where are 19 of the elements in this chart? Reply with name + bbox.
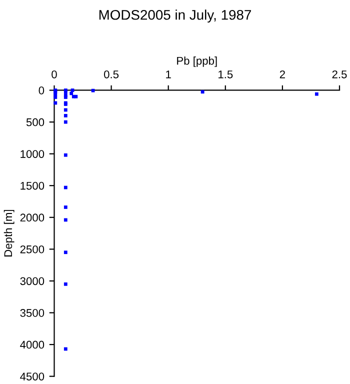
y-tick-label: 4500	[20, 372, 44, 380]
y-tick-label: 3500	[20, 309, 44, 317]
y-tick-label: 3000	[20, 277, 44, 286]
y-axis-title: Depth [m]	[4, 210, 14, 256]
x-tick-label: 2	[280, 70, 285, 78]
y-tick-label: 500	[26, 118, 44, 126]
x-tick-label: 1.5	[218, 70, 233, 78]
x-tick-label: 0.5	[104, 70, 119, 78]
x-axis-title: Pb [ppb]	[177, 56, 217, 67]
y-tick-label: 0	[38, 86, 44, 94]
y-tick-label: 1500	[20, 182, 44, 190]
x-tick-label: 1	[166, 70, 171, 78]
x-tick-label: 2.5	[332, 70, 347, 78]
y-tick-label: 2500	[20, 245, 44, 254]
y-tick-label: 4000	[20, 340, 44, 349]
chart-title: MODS2005 in July, 1987	[99, 10, 251, 23]
y-tick-label: 2000	[20, 214, 44, 222]
y-tick-label: 1000	[20, 150, 44, 158]
x-tick-label: 0	[52, 70, 57, 78]
